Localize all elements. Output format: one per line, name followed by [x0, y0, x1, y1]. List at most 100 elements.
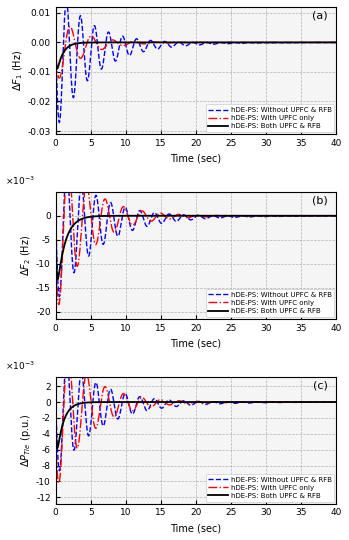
hDE-PS: With UPFC only: (7.28, -0.000868): With UPFC only: (7.28, -0.000868) — [105, 42, 109, 48]
hDE-PS: Without UPFC & RFB: (40, -3.99e-05): Without UPFC & RFB: (40, -3.99e-05) — [334, 39, 339, 46]
hDE-PS: Both UPFC & RFB: (40, -4.41e-18): Both UPFC & RFB: (40, -4.41e-18) — [334, 213, 339, 219]
Text: $\times 10^{-3}$: $\times 10^{-3}$ — [5, 359, 35, 372]
hDE-PS: Without UPFC & RFB: (7.28, 0.00182): Without UPFC & RFB: (7.28, 0.00182) — [105, 34, 109, 40]
hDE-PS: With UPFC only: (40, -3.56e-06): With UPFC only: (40, -3.56e-06) — [334, 399, 339, 406]
hDE-PS: With UPFC only: (26, -6.53e-06): With UPFC only: (26, -6.53e-06) — [236, 399, 240, 406]
hDE-PS: With UPFC only: (32.9, -5.23e-06): With UPFC only: (32.9, -5.23e-06) — [284, 213, 289, 219]
hDE-PS: With UPFC only: (0, -0.0089): With UPFC only: (0, -0.0089) — [53, 255, 58, 262]
hDE-PS: With UPFC only: (1.77, 0.00647): With UPFC only: (1.77, 0.00647) — [66, 347, 70, 354]
hDE-PS: Without UPFC & RFB: (29.9, -8.63e-05): Without UPFC & RFB: (29.9, -8.63e-05) — [263, 400, 267, 406]
hDE-PS: Without UPFC & RFB: (15.3, 3.51e-05): Without UPFC & RFB: (15.3, 3.51e-05) — [161, 39, 165, 45]
hDE-PS: Without UPFC & RFB: (29.9, -0.000194): Without UPFC & RFB: (29.9, -0.000194) — [263, 213, 267, 220]
hDE-PS: Without UPFC & RFB: (32.9, -5.09e-05): Without UPFC & RFB: (32.9, -5.09e-05) — [284, 213, 289, 219]
hDE-PS: With UPFC only: (0.448, -0.0102): With UPFC only: (0.448, -0.0102) — [57, 480, 61, 487]
hDE-PS: With UPFC only: (15.3, 0.000172): With UPFC only: (15.3, 0.000172) — [161, 397, 165, 404]
hDE-PS: With UPFC only: (40, -8.35e-07): With UPFC only: (40, -8.35e-07) — [334, 39, 339, 46]
hDE-PS: With UPFC only: (0.448, -0.0185): With UPFC only: (0.448, -0.0185) — [57, 301, 61, 308]
hDE-PS: Both UPFC & RFB: (0, -0): Both UPFC & RFB: (0, -0) — [53, 399, 58, 405]
Legend: hDE-PS: Without UPFC & RFB, hDE-PS: With UPFC only, hDE-PS: Both UPFC & RFB: hDE-PS: Without UPFC & RFB, hDE-PS: With… — [206, 474, 334, 502]
hDE-PS: Both UPFC & RFB: (26, -3.15e-15): Both UPFC & RFB: (26, -3.15e-15) — [236, 399, 240, 405]
hDE-PS: Without UPFC & RFB: (0, -0.000903): Without UPFC & RFB: (0, -0.000903) — [53, 217, 58, 224]
hDE-PS: Both UPFC & RFB: (24, -7.93e-12): Both UPFC & RFB: (24, -7.93e-12) — [222, 213, 226, 219]
hDE-PS: Both UPFC & RFB: (7.27, -2.11e-06): Both UPFC & RFB: (7.27, -2.11e-06) — [105, 39, 109, 46]
hDE-PS: With UPFC only: (24, -0.00013): With UPFC only: (24, -0.00013) — [222, 213, 226, 220]
Y-axis label: $\Delta P_{Tie}$ (p.u.): $\Delta P_{Tie}$ (p.u.) — [19, 414, 33, 467]
hDE-PS: Both UPFC & RFB: (32.9, -2.64e-15): Both UPFC & RFB: (32.9, -2.64e-15) — [284, 213, 289, 219]
X-axis label: Time (sec): Time (sec) — [170, 338, 222, 348]
hDE-PS: Both UPFC & RFB: (15.3, -2e-08): Both UPFC & RFB: (15.3, -2e-08) — [161, 213, 165, 219]
Y-axis label: $\Delta F_2$ (Hz): $\Delta F_2$ (Hz) — [20, 235, 33, 276]
hDE-PS: Without UPFC & RFB: (24, -8.61e-05): Without UPFC & RFB: (24, -8.61e-05) — [222, 400, 226, 406]
hDE-PS: With UPFC only: (2.05, 0.00539): With UPFC only: (2.05, 0.00539) — [68, 23, 72, 30]
hDE-PS: Both UPFC & RFB: (7.27, -2.73e-05): Both UPFC & RFB: (7.27, -2.73e-05) — [105, 213, 109, 219]
Text: $\times 10^{-3}$: $\times 10^{-3}$ — [5, 174, 35, 187]
hDE-PS: With UPFC only: (24, -7.09e-05): With UPFC only: (24, -7.09e-05) — [222, 400, 226, 406]
hDE-PS: Without UPFC & RFB: (0, -0.000151): Without UPFC & RFB: (0, -0.000151) — [53, 400, 58, 407]
hDE-PS: Without UPFC & RFB: (32.9, -1.48e-05): Without UPFC & RFB: (32.9, -1.48e-05) — [284, 399, 289, 406]
hDE-PS: Both UPFC & RFB: (15.3, -1.4e-10): Both UPFC & RFB: (15.3, -1.4e-10) — [161, 39, 165, 46]
hDE-PS: With UPFC only: (7.28, 0.00284): With UPFC only: (7.28, 0.00284) — [105, 199, 109, 205]
hDE-PS: Without UPFC & RFB: (0.536, -0.0169): Without UPFC & RFB: (0.536, -0.0169) — [57, 293, 61, 300]
hDE-PS: With UPFC only: (7.28, 0.00158): With UPFC only: (7.28, 0.00158) — [105, 386, 109, 393]
hDE-PS: With UPFC only: (29.9, -3.11e-05): With UPFC only: (29.9, -3.11e-05) — [263, 213, 267, 219]
hDE-PS: Without UPFC & RFB: (0, -0.00126): Without UPFC & RFB: (0, -0.00126) — [53, 43, 58, 49]
hDE-PS: Without UPFC & RFB: (7.28, -0.00177): Without UPFC & RFB: (7.28, -0.00177) — [105, 221, 109, 227]
Legend: hDE-PS: Without UPFC & RFB, hDE-PS: With UPFC only, hDE-PS: Both UPFC & RFB: hDE-PS: Without UPFC & RFB, hDE-PS: With… — [206, 104, 334, 132]
hDE-PS: Without UPFC & RFB: (26, -0.000205): Without UPFC & RFB: (26, -0.000205) — [236, 213, 240, 220]
hDE-PS: Without UPFC & RFB: (7.28, -0.000782): Without UPFC & RFB: (7.28, -0.000782) — [105, 405, 109, 411]
hDE-PS: Both UPFC & RFB: (29.9, -4.07e-14): Both UPFC & RFB: (29.9, -4.07e-14) — [263, 213, 267, 219]
X-axis label: Time (sec): Time (sec) — [170, 523, 222, 533]
hDE-PS: Without UPFC & RFB: (15.3, -0.00144): Without UPFC & RFB: (15.3, -0.00144) — [161, 219, 165, 226]
hDE-PS: Both UPFC & RFB: (0.248, -0.00578): Both UPFC & RFB: (0.248, -0.00578) — [55, 444, 59, 451]
Line: hDE-PS: Both UPFC & RFB: hDE-PS: Both UPFC & RFB — [55, 216, 336, 279]
Text: (c): (c) — [313, 381, 328, 390]
Line: hDE-PS: With UPFC only: hDE-PS: With UPFC only — [55, 26, 336, 78]
hDE-PS: Both UPFC & RFB: (24, -2.92e-14): Both UPFC & RFB: (24, -2.92e-14) — [222, 399, 226, 405]
hDE-PS: Both UPFC & RFB: (7.27, -2.85e-06): Both UPFC & RFB: (7.27, -2.85e-06) — [105, 399, 109, 406]
hDE-PS: With UPFC only: (29.9, -3.6e-06): With UPFC only: (29.9, -3.6e-06) — [263, 39, 267, 46]
hDE-PS: With UPFC only: (15.3, 0.000306): With UPFC only: (15.3, 0.000306) — [161, 211, 165, 218]
hDE-PS: With UPFC only: (26, -4.48e-06): With UPFC only: (26, -4.48e-06) — [236, 39, 240, 46]
hDE-PS: Without UPFC & RFB: (40, -5.67e-05): Without UPFC & RFB: (40, -5.67e-05) — [334, 213, 339, 219]
hDE-PS: Both UPFC & RFB: (0, -0): Both UPFC & RFB: (0, -0) — [53, 39, 58, 46]
hDE-PS: Both UPFC & RFB: (40, -1.85e-23): Both UPFC & RFB: (40, -1.85e-23) — [334, 39, 339, 46]
hDE-PS: Without UPFC & RFB: (15.3, -0.000695): Without UPFC & RFB: (15.3, -0.000695) — [161, 404, 165, 411]
Line: hDE-PS: Without UPFC & RFB: hDE-PS: Without UPFC & RFB — [55, 1, 336, 123]
hDE-PS: With UPFC only: (32.9, -2.16e-06): With UPFC only: (32.9, -2.16e-06) — [284, 39, 289, 46]
Line: hDE-PS: Without UPFC & RFB: hDE-PS: Without UPFC & RFB — [55, 168, 336, 296]
hDE-PS: Both UPFC & RFB: (26, -1.28e-12): Both UPFC & RFB: (26, -1.28e-12) — [236, 213, 240, 219]
hDE-PS: Without UPFC & RFB: (0.528, -0.0271): Without UPFC & RFB: (0.528, -0.0271) — [57, 119, 61, 126]
hDE-PS: With UPFC only: (0.512, -0.0121): With UPFC only: (0.512, -0.0121) — [57, 75, 61, 82]
hDE-PS: Without UPFC & RFB: (1.53, 0.0142): Without UPFC & RFB: (1.53, 0.0142) — [64, 0, 68, 4]
hDE-PS: Both UPFC & RFB: (32.9, -9.35e-20): Both UPFC & RFB: (32.9, -9.35e-20) — [284, 39, 289, 46]
hDE-PS: Both UPFC & RFB: (29.9, -4.65e-17): Both UPFC & RFB: (29.9, -4.65e-17) — [263, 399, 267, 405]
hDE-PS: With UPFC only: (0, -0.00489): With UPFC only: (0, -0.00489) — [53, 437, 58, 444]
hDE-PS: With UPFC only: (29.9, -1.69e-05): With UPFC only: (29.9, -1.69e-05) — [263, 399, 267, 406]
hDE-PS: Both UPFC & RFB: (26, -3.57e-16): Both UPFC & RFB: (26, -3.57e-16) — [236, 39, 240, 46]
hDE-PS: Without UPFC & RFB: (0.536, -0.00865): Without UPFC & RFB: (0.536, -0.00865) — [57, 468, 61, 474]
hDE-PS: Both UPFC & RFB: (15.3, -4.21e-10): Both UPFC & RFB: (15.3, -4.21e-10) — [161, 399, 165, 405]
hDE-PS: Without UPFC & RFB: (24, -0.000218): Without UPFC & RFB: (24, -0.000218) — [222, 213, 226, 220]
hDE-PS: Without UPFC & RFB: (26, -8.48e-05): Without UPFC & RFB: (26, -8.48e-05) — [236, 400, 240, 406]
Line: hDE-PS: With UPFC only: hDE-PS: With UPFC only — [55, 160, 336, 305]
hDE-PS: Without UPFC & RFB: (29.9, -0.000104): Without UPFC & RFB: (29.9, -0.000104) — [263, 39, 267, 46]
hDE-PS: Without UPFC & RFB: (26, -0.000212): Without UPFC & RFB: (26, -0.000212) — [236, 40, 240, 46]
hDE-PS: Without UPFC & RFB: (24, -0.000253): Without UPFC & RFB: (24, -0.000253) — [222, 40, 226, 46]
Line: hDE-PS: Without UPFC & RFB: hDE-PS: Without UPFC & RFB — [55, 358, 336, 471]
hDE-PS: With UPFC only: (15.3, -0.000195): With UPFC only: (15.3, -0.000195) — [161, 40, 165, 46]
hDE-PS: Both UPFC & RFB: (0, -0): Both UPFC & RFB: (0, -0) — [53, 213, 58, 219]
hDE-PS: Both UPFC & RFB: (32.9, -1.64e-18): Both UPFC & RFB: (32.9, -1.64e-18) — [284, 399, 289, 405]
Legend: hDE-PS: Without UPFC & RFB, hDE-PS: With UPFC only, hDE-PS: Both UPFC & RFB: hDE-PS: Without UPFC & RFB, hDE-PS: With… — [206, 289, 334, 317]
Y-axis label: $\Delta F_1$ (Hz): $\Delta F_1$ (Hz) — [11, 50, 25, 91]
hDE-PS: Without UPFC & RFB: (40, -2.41e-05): Without UPFC & RFB: (40, -2.41e-05) — [334, 399, 339, 406]
hDE-PS: With UPFC only: (1.77, 0.0117): With UPFC only: (1.77, 0.0117) — [66, 157, 70, 163]
hDE-PS: Both UPFC & RFB: (29.9, -3.59e-18): Both UPFC & RFB: (29.9, -3.59e-18) — [263, 39, 267, 46]
hDE-PS: Both UPFC & RFB: (0.288, -0.0132): Both UPFC & RFB: (0.288, -0.0132) — [55, 276, 60, 282]
hDE-PS: Without UPFC & RFB: (32.9, -0.000112): Without UPFC & RFB: (32.9, -0.000112) — [284, 39, 289, 46]
hDE-PS: Both UPFC & RFB: (0.224, -0.00888): Both UPFC & RFB: (0.224, -0.00888) — [55, 65, 59, 72]
hDE-PS: Without UPFC & RFB: (1.58, 0.00554): Without UPFC & RFB: (1.58, 0.00554) — [65, 355, 69, 361]
X-axis label: Time (sec): Time (sec) — [170, 153, 222, 164]
hDE-PS: With UPFC only: (32.9, -2.68e-06): With UPFC only: (32.9, -2.68e-06) — [284, 399, 289, 406]
Line: hDE-PS: Both UPFC & RFB: hDE-PS: Both UPFC & RFB — [55, 402, 336, 448]
hDE-PS: With UPFC only: (26, -1.29e-05): With UPFC only: (26, -1.29e-05) — [236, 213, 240, 219]
